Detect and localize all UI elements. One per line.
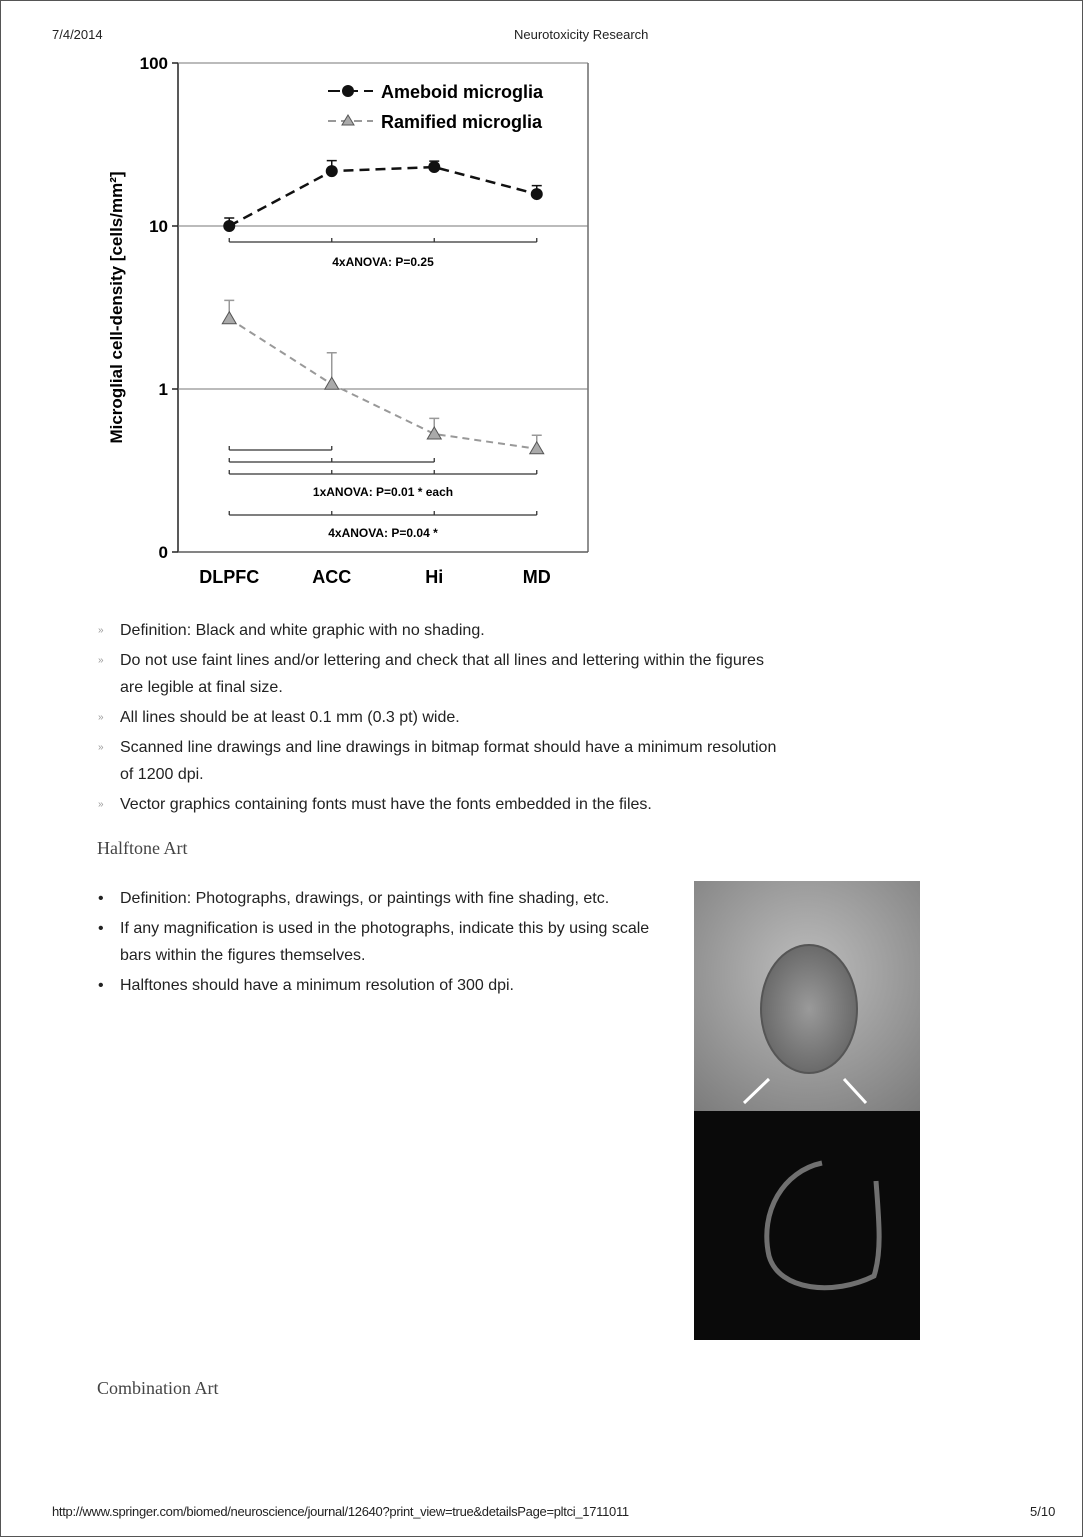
line-art-list: Definition: Black and white graphic with… — [98, 617, 778, 821]
y-tick-label: 10 — [149, 217, 168, 236]
x-tick-label: Hi — [425, 567, 443, 587]
legend-label: Ameboid microglia — [381, 82, 544, 102]
footer-page: 5/10 — [1030, 1504, 1055, 1519]
halftone-image — [694, 881, 920, 1340]
data-point — [531, 188, 543, 200]
annotation: 1xANOVA: P=0.01 * each — [313, 485, 453, 499]
series-line — [229, 319, 537, 449]
data-point — [223, 220, 235, 232]
list-item: Vector graphics containing fonts must ha… — [98, 791, 778, 818]
list-item: All lines should be at least 0.1 mm (0.3… — [98, 704, 778, 731]
list-item: Halftones should have a minimum resoluti… — [98, 972, 658, 999]
data-point — [428, 161, 440, 173]
y-tick-label: 0 — [159, 543, 168, 562]
data-point — [326, 165, 338, 177]
list-item: Definition: Black and white graphic with… — [98, 617, 778, 644]
legend-marker — [342, 85, 354, 97]
x-tick-label: ACC — [312, 567, 351, 587]
x-tick-label: MD — [523, 567, 551, 587]
list-item: If any magnification is used in the phot… — [98, 915, 658, 969]
annotation: 4xANOVA: P=0.04 * — [328, 526, 438, 540]
series-line — [229, 167, 537, 226]
data-point — [325, 377, 339, 389]
data-point — [427, 427, 441, 439]
section-heading: Halftone Art — [97, 838, 187, 859]
annotation: 4xANOVA: P=0.25 — [332, 255, 434, 269]
list-item: Definition: Photographs, drawings, or pa… — [98, 885, 658, 912]
y-axis-label: Microglial cell-density [cells/mm²] — [107, 171, 126, 443]
legend-label: Ramified microglia — [381, 112, 543, 132]
chart: 0 1 10 100 Microglial cell-density [cells/mm… — [0, 0, 1083, 600]
y-tick-label: 100 — [140, 54, 168, 73]
footer-url: http://www.springer.com/biomed/neuroscie… — [52, 1504, 629, 1519]
data-point — [222, 312, 236, 324]
section-heading: Combination Art — [97, 1378, 219, 1399]
halftone-list: Definition: Photographs, drawings, or pa… — [98, 885, 658, 1002]
list-item: Scanned line drawings and line drawings … — [98, 734, 778, 788]
x-tick-label: DLPFC — [199, 567, 259, 587]
page: 7/4/2014 Neurotoxicity Research 0110100M… — [0, 0, 1083, 1537]
y-tick-label: 1 — [159, 380, 168, 399]
data-point — [530, 442, 544, 454]
list-item: Do not use faint lines and/or lettering … — [98, 647, 778, 701]
